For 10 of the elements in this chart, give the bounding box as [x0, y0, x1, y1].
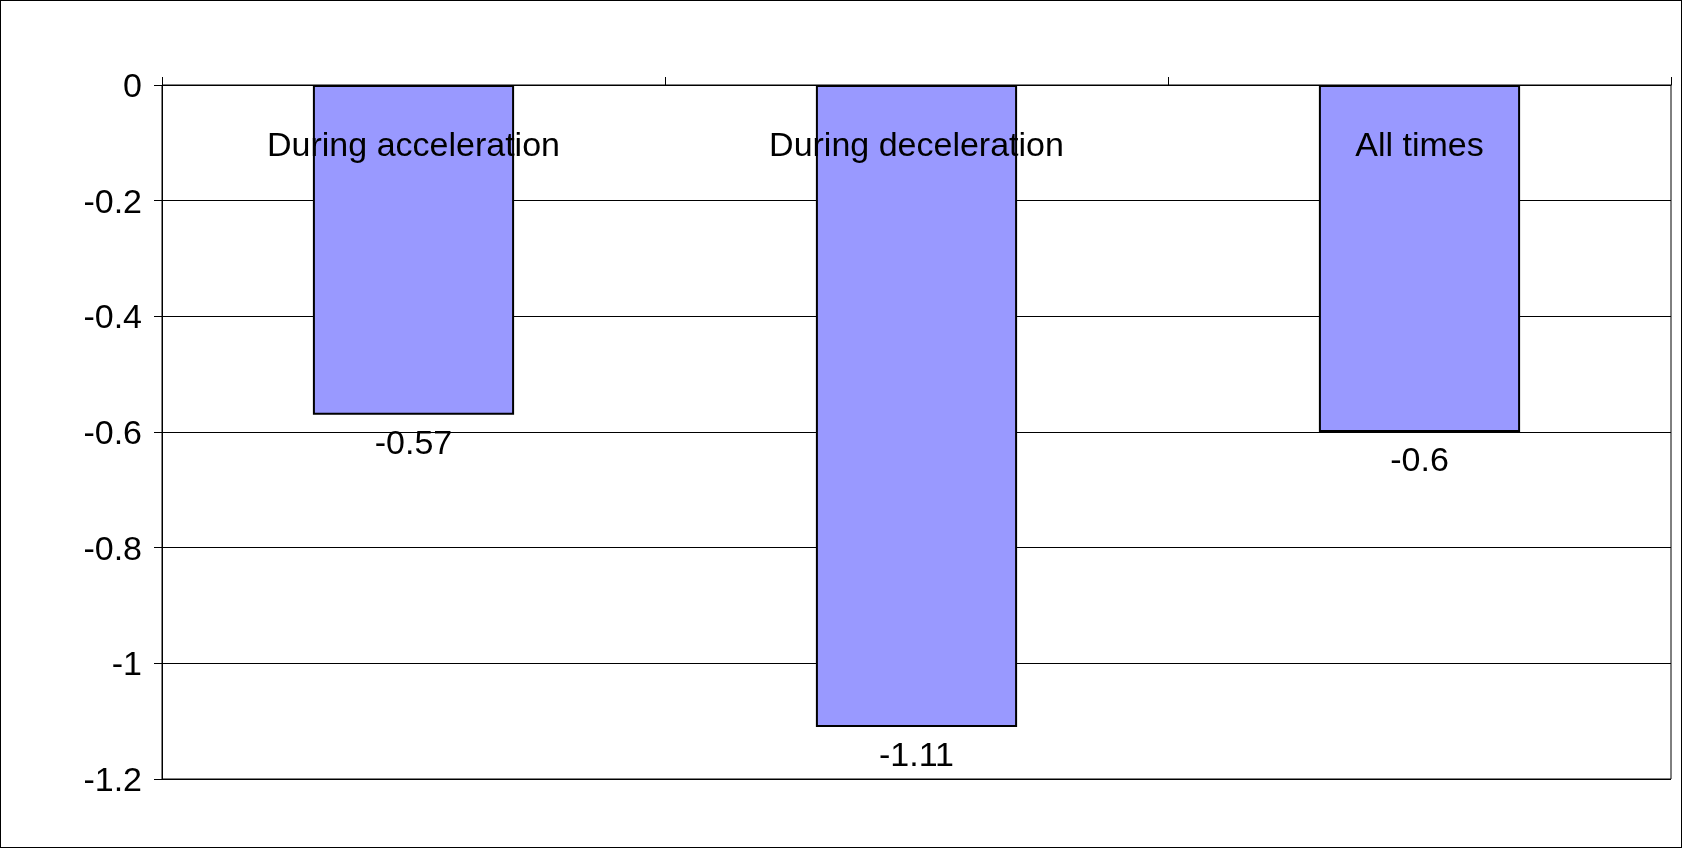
y-tick-label: -1.2 — [83, 760, 142, 798]
y-tick-label: -0.8 — [83, 528, 142, 567]
y-tick-label: -0.4 — [83, 297, 142, 336]
y-tick-label: -0.6 — [83, 413, 142, 451]
data-label: -0.6 — [1390, 440, 1449, 478]
data-label: -1.11 — [879, 734, 954, 773]
y-tick-label: -1 — [111, 644, 142, 683]
x-tick-label: All times — [1355, 125, 1484, 163]
y-tick-label: 0 — [123, 66, 142, 104]
y-tick-label: -0.2 — [83, 181, 142, 220]
